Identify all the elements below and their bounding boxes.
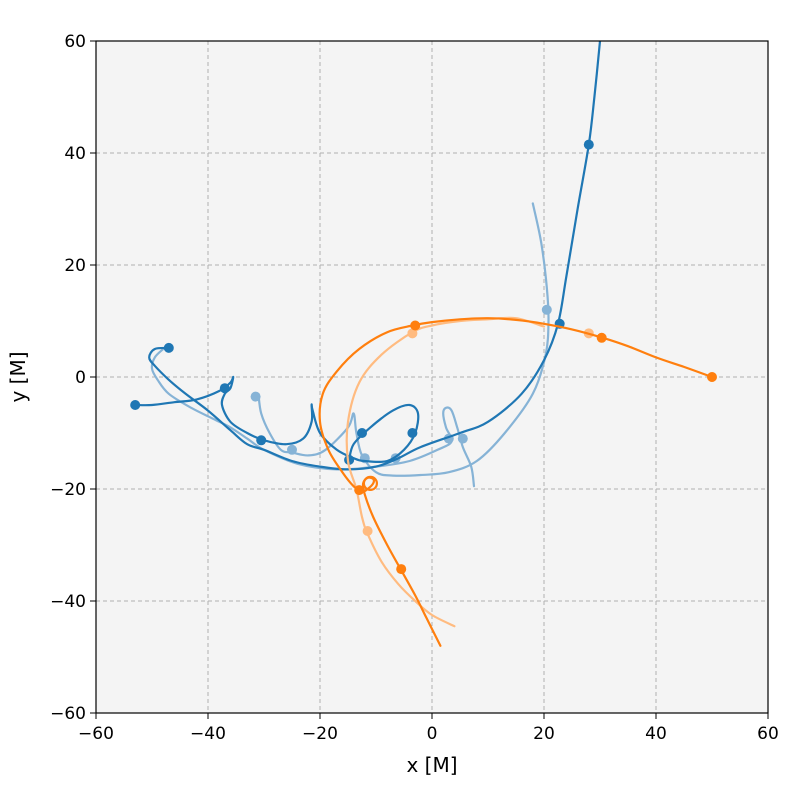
series-line [134,375,420,464]
series-0 [250,202,552,477]
series-open-point [362,475,378,491]
series-point [410,320,421,331]
y-tick-label: −60 [50,704,86,724]
y-tick-label: −20 [50,480,86,500]
x-tick-label: −40 [190,724,226,744]
series-point [362,526,373,536]
y-tick-label: 20 [64,256,86,276]
series-line [148,41,602,471]
y-axis-label: y [M] [6,351,30,402]
series-5 [318,317,717,647]
series-point [250,391,261,402]
series-point [354,485,365,496]
series-point [407,428,418,438]
series-point [219,383,230,394]
x-tick-label: 60 [757,724,779,744]
series-point [707,372,717,382]
series-point [596,332,607,343]
series-point [583,139,594,150]
y-tick-label: 0 [75,368,86,388]
x-tick-label: −20 [302,724,338,744]
series-line [318,317,714,647]
series-point [163,342,174,353]
series-point [357,428,367,438]
series-point [287,444,297,455]
series-point [541,304,552,315]
x-axis-label: x [M] [406,753,457,777]
x-tick-label: −60 [78,724,114,744]
series-point [396,564,407,575]
series-point [457,433,468,444]
x-tick-label: 20 [533,724,555,744]
grid [96,41,768,713]
y-tick-label: 60 [64,32,86,52]
ticks: −60 −40 −20 0 20 40 60 −60 −40 −20 0 20 40 60 [50,32,779,744]
series-3 [130,375,420,465]
y-tick-label: 40 [64,144,86,164]
series-point [130,400,141,410]
series-layer [130,41,717,647]
x-tick-label: 0 [427,724,438,744]
series-line [345,316,546,628]
series-point [407,328,418,339]
y-tick-label: −40 [50,592,86,612]
x-tick-label: 40 [645,724,667,744]
